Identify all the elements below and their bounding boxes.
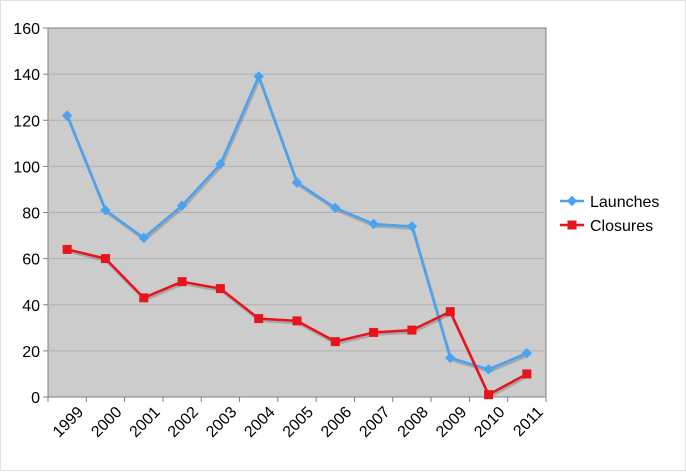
data-point-closures [445, 307, 455, 317]
data-point-launches [445, 352, 456, 364]
data-point-closures [292, 316, 302, 326]
data-point-closures [407, 325, 417, 335]
data-point-launches [61, 110, 73, 121]
data-point-launches [138, 232, 149, 244]
legend-item-closures: Closures [560, 218, 653, 235]
y-tick-label: 40 [22, 298, 40, 315]
y-tick-label: 100 [13, 159, 40, 176]
legend-label-closures: Closures [590, 218, 653, 235]
y-tick-label: 160 [13, 21, 40, 38]
y-tick-label: 120 [13, 113, 40, 130]
y-tick-label: 0 [31, 390, 40, 407]
y-tick-label: 80 [22, 206, 40, 223]
data-point-launches [100, 204, 111, 216]
legend-marker-closures [567, 220, 577, 230]
data-point-closures [215, 284, 225, 294]
series-layer [61, 71, 533, 400]
legend: Launches Closures [560, 194, 659, 235]
data-point-launches [368, 218, 379, 230]
y-tick-label: 60 [22, 252, 40, 269]
data-point-launches [253, 71, 264, 82]
data-point-closures [62, 244, 72, 254]
data-point-closures [522, 369, 532, 379]
data-point-closures [330, 337, 340, 347]
legend-item-launches: Launches [560, 194, 659, 211]
data-point-closures [369, 327, 379, 337]
data-point-launches [291, 177, 303, 188]
data-point-closures [139, 293, 149, 303]
legend-label-launches: Launches [590, 194, 659, 211]
y-tick-label: 20 [22, 344, 40, 361]
series-closures [62, 244, 532, 400]
data-point-closures [100, 254, 110, 264]
data-point-launches [483, 364, 494, 375]
legend-marker-launches [566, 195, 578, 207]
data-point-closures [254, 314, 264, 324]
plot-area [47, 27, 547, 398]
data-point-launches [176, 200, 188, 211]
data-point-launches [406, 221, 418, 232]
data-point-closures [177, 277, 187, 287]
data-point-launches [330, 202, 341, 214]
data-point-closures [484, 390, 494, 400]
series-launches [61, 71, 533, 375]
data-point-launches [521, 347, 533, 359]
data-point-launches [215, 158, 226, 170]
y-tick-label: 140 [13, 67, 40, 84]
y-axis: 0 20 40 60 80 100 120 140 160 [13, 21, 48, 407]
